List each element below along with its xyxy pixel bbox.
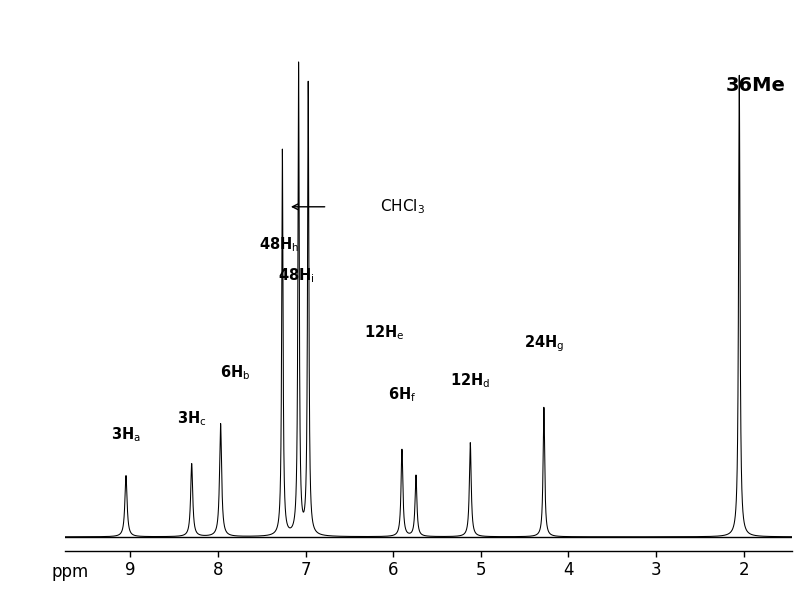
Text: CHCl$_3$: CHCl$_3$ [380,198,425,216]
Text: ppm: ppm [52,563,89,581]
Text: 48H$_{\mathrm{i}}$: 48H$_{\mathrm{i}}$ [279,267,315,285]
Text: 6H$_{\mathrm{f}}$: 6H$_{\mathrm{f}}$ [388,385,416,404]
Text: 48H$_{\mathrm{h}}$: 48H$_{\mathrm{h}}$ [259,235,300,255]
Text: 3H$_{\mathrm{a}}$: 3H$_{\mathrm{a}}$ [111,425,141,444]
Text: 24H$_{\mathrm{g}}$: 24H$_{\mathrm{g}}$ [524,334,564,354]
Text: 36Me: 36Me [726,76,785,95]
Text: 12H$_{\mathrm{e}}$: 12H$_{\mathrm{e}}$ [364,323,405,342]
Text: 3H$_{\mathrm{c}}$: 3H$_{\mathrm{c}}$ [177,409,207,428]
Text: 6H$_{\mathrm{b}}$: 6H$_{\mathrm{b}}$ [221,364,250,383]
Text: 12H$_{\mathrm{d}}$: 12H$_{\mathrm{d}}$ [450,371,490,389]
